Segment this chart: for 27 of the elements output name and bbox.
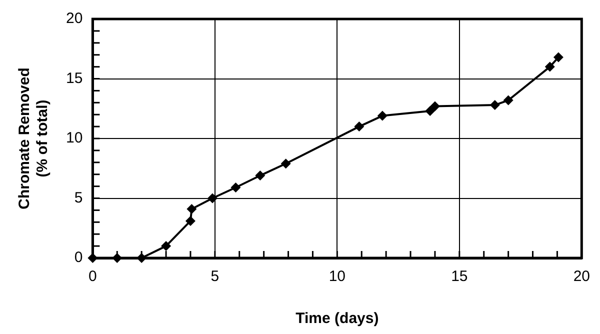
point: [186, 204, 197, 214]
y-tick-label: 20: [66, 10, 83, 28]
point: [553, 52, 564, 62]
point: [503, 95, 514, 106]
point: [161, 241, 172, 252]
x-axis-title: Time (days): [296, 310, 379, 328]
x-tick-label: 0: [88, 268, 97, 286]
y-tick-label: 15: [66, 70, 83, 87]
x-tick-label: 10: [328, 268, 346, 286]
point: [255, 170, 266, 181]
point: [377, 110, 388, 121]
point: [544, 62, 555, 72]
x-tick-label: 20: [573, 268, 590, 286]
point: [490, 100, 500, 110]
x-tick-label: 5: [210, 268, 220, 286]
y-axis-title: Chromate Removed (% of total): [16, 68, 52, 210]
point: [425, 106, 436, 116]
point: [280, 158, 291, 169]
point: [430, 101, 440, 112]
y-tick-label: 5: [74, 189, 83, 206]
point: [185, 216, 196, 226]
y-tick-label: 10: [66, 130, 83, 147]
point: [354, 122, 364, 132]
y-tick-label: 0: [74, 249, 83, 266]
point: [230, 182, 241, 192]
x-tick-label: 15: [451, 268, 468, 286]
point: [207, 193, 218, 204]
